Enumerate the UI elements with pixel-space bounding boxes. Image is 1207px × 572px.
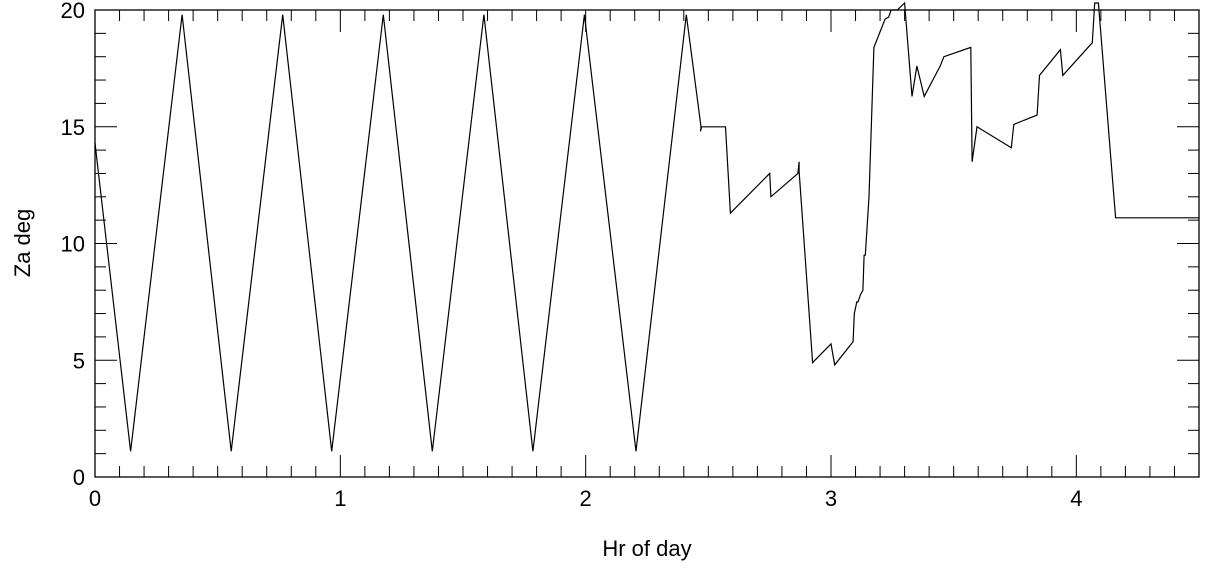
y-tick-label: 5 xyxy=(73,348,85,373)
x-tick-label: 4 xyxy=(1070,486,1082,511)
x-tick-label: 1 xyxy=(334,486,346,511)
series-line-0 xyxy=(94,1,1199,452)
x-tick-label: 2 xyxy=(580,486,592,511)
y-tick-label: 10 xyxy=(61,232,85,257)
y-tick-label: 15 xyxy=(61,115,85,140)
y-tick-label: 0 xyxy=(73,465,85,490)
y-axis-title: Za deg xyxy=(10,209,35,278)
x-axis-title: Hr of day xyxy=(602,536,691,561)
plot-frame xyxy=(94,9,1200,478)
y-tick-label: 20 xyxy=(61,0,85,23)
x-tick-label: 3 xyxy=(825,486,837,511)
labels-layer: 0 1 2 3 4 0 5 10 15 20 xyxy=(61,0,1083,511)
ticks-layer xyxy=(94,9,1200,478)
series-layer xyxy=(94,1,1199,452)
x-tick-label: 0 xyxy=(89,486,101,511)
